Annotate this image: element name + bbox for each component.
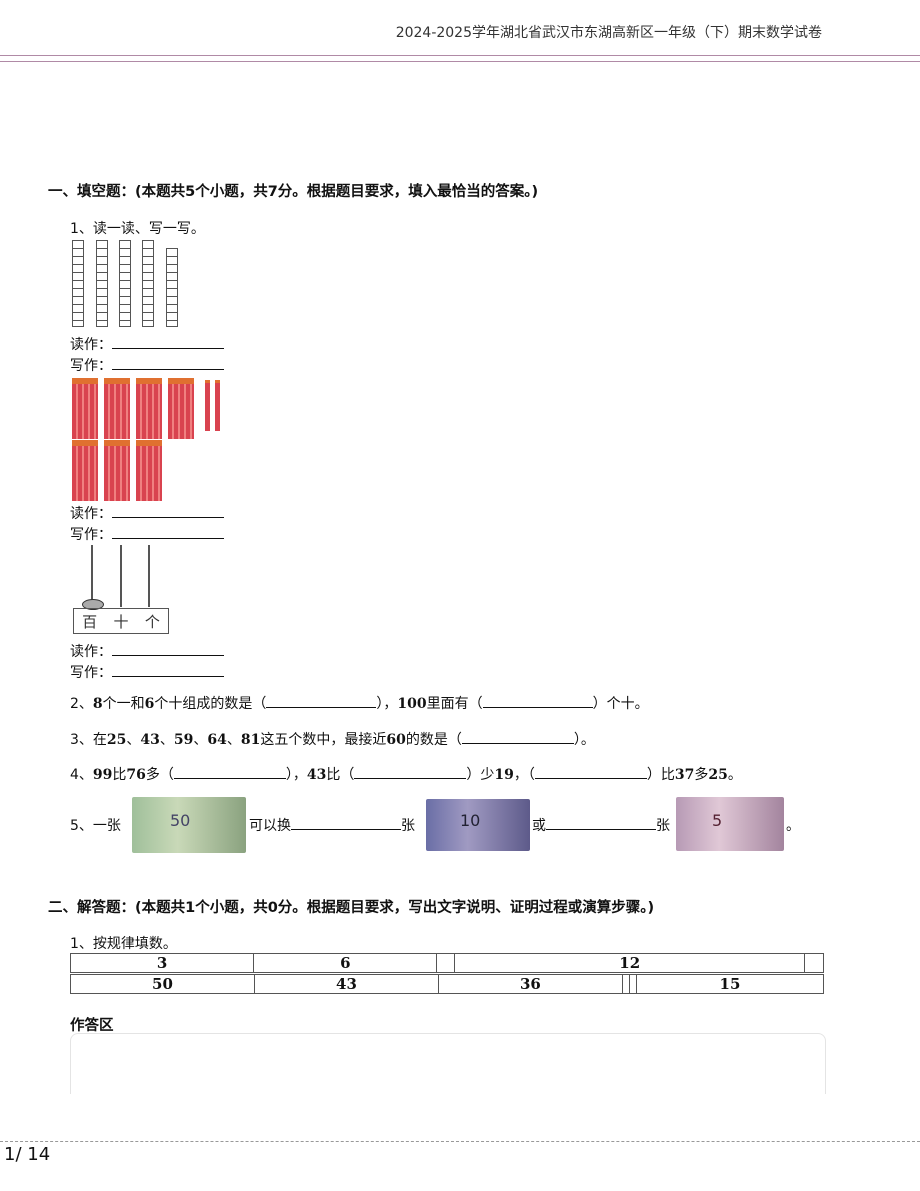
answer-blank[interactable] [534, 764, 647, 779]
answer-blank[interactable] [112, 334, 224, 349]
read-label: 读作： [70, 506, 112, 522]
answer-area-input[interactable] [70, 1033, 826, 1094]
section-title: 二、解答题：(本题共1个小题，共0分。根据题目要求，写出文字说明、证明过程或演算… [48, 900, 655, 916]
answer-blank[interactable] [461, 729, 574, 744]
pattern-table-row-2: 50 43 36 15 [70, 974, 825, 994]
page-number: 1/ 14 [4, 1144, 51, 1165]
answer-cell[interactable] [621, 974, 630, 994]
answer-blank[interactable] [482, 693, 593, 708]
page-divider [0, 1141, 920, 1142]
question-2: 2、8个一和6个十组成的数是（ ），100里面有（ ）个十。 [70, 693, 649, 713]
read-label: 读作： [70, 644, 112, 660]
answer-cell[interactable] [628, 974, 637, 994]
answer-cell[interactable] [803, 953, 825, 973]
answer-area-label: 作答区 [70, 1018, 114, 1034]
abacus-label-hundreds: 百 [82, 612, 98, 631]
answer-blank[interactable] [112, 524, 224, 539]
question-5-text: 或 [532, 818, 546, 834]
answer-blank[interactable] [112, 355, 224, 370]
section-title: 一、填空题：(本题共5个小题，共7分。根据题目要求，填入最恰当的答案。) [48, 184, 539, 200]
header-divider [0, 61, 920, 62]
answer-blank[interactable] [291, 815, 401, 830]
pattern-table-row-1: 3 6 12 [69, 953, 825, 973]
answer-blank[interactable] [173, 764, 286, 779]
abacus-label-ones: 个 [144, 612, 160, 631]
question-5-text: 可以换 [249, 818, 291, 834]
question-3: 3、在25、43、59、64、81这五个数中，最接近60的数是（）。 [70, 729, 595, 749]
read-label: 读作： [70, 337, 112, 353]
banknote-5-image: 5 [676, 797, 784, 851]
question-5-text: 张 [656, 818, 670, 834]
abacus-label-tens: 十 [113, 612, 129, 631]
question-1: 1、读一读、写一写。 [70, 221, 205, 237]
question-5-text: 5、一张 [70, 818, 121, 834]
answer-blank[interactable] [354, 764, 467, 779]
answer-cell[interactable] [436, 953, 456, 973]
answer-blank[interactable] [266, 693, 377, 708]
write-label: 写作： [70, 527, 112, 543]
question-5-text: 。 [786, 818, 800, 834]
write-label: 写作： [70, 358, 112, 374]
banknote-10-image: 10 [426, 799, 530, 851]
answer-blank[interactable] [112, 641, 224, 656]
answer-blank[interactable] [112, 662, 224, 677]
answer-blank[interactable] [546, 815, 656, 830]
write-label: 写作： [70, 665, 112, 681]
document-title: 2024-2025学年湖北省武汉市东湖高新区一年级（下）期末数学试卷 [395, 25, 822, 41]
banknote-50-image: 50 [132, 797, 246, 853]
question-1: 1、按规律填数。 [70, 936, 177, 952]
question-4: 4、99比76多（ ），43比（ ）少19，（ ）比37多25。 [70, 764, 742, 784]
answer-blank[interactable] [112, 503, 224, 518]
header-divider [0, 55, 920, 56]
question-5-text: 张 [401, 818, 415, 834]
